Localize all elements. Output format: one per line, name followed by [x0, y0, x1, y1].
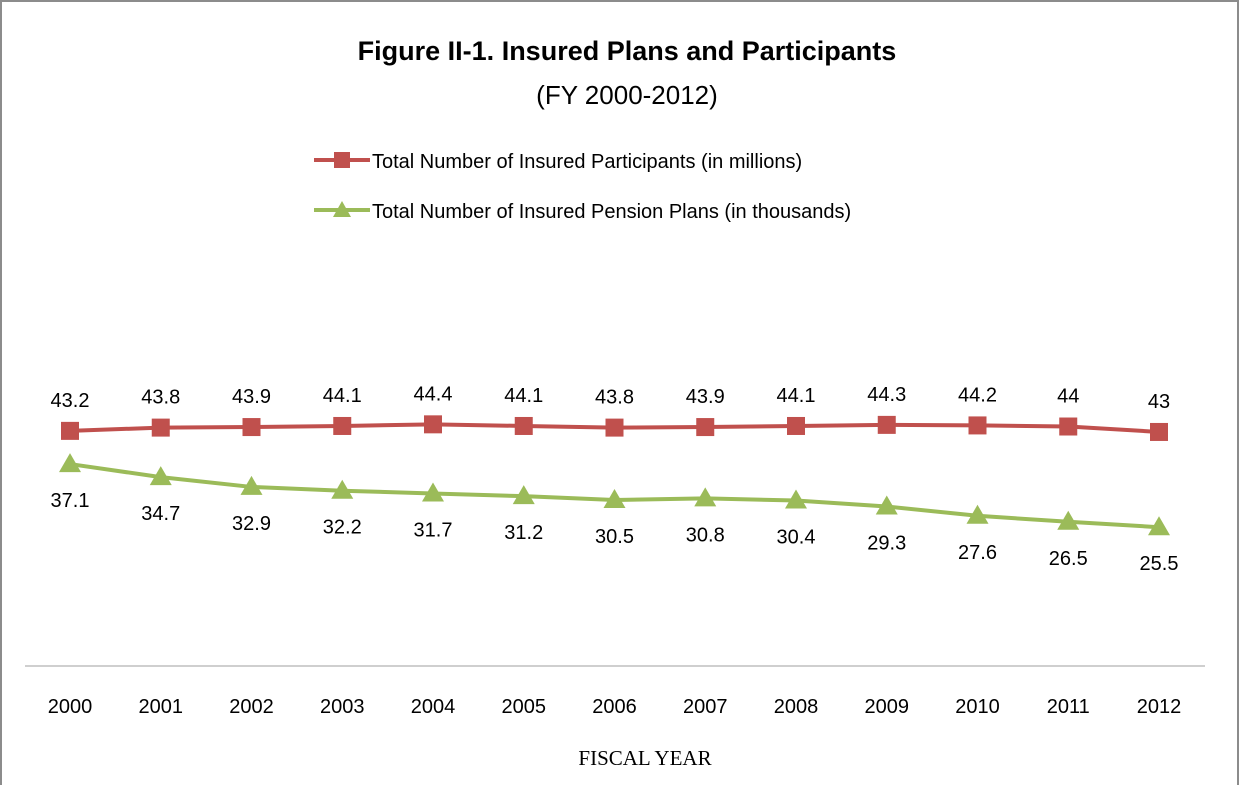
x-tick-label: 2007 [683, 696, 728, 718]
data-point-marker [966, 504, 989, 524]
x-tick-label: 2012 [1137, 696, 1182, 718]
data-point-marker [875, 495, 898, 515]
data-label: 32.9 [232, 513, 271, 535]
data-label: 29.3 [867, 533, 906, 555]
data-label: 43.9 [686, 386, 725, 408]
x-tick-label: 2001 [139, 696, 184, 718]
data-point-marker [785, 489, 807, 509]
data-label: 44.1 [323, 385, 362, 407]
legend-item-participants: Total Number of Insured Participants (in… [314, 151, 802, 173]
data-point-marker [877, 415, 896, 434]
data-point-marker [149, 466, 172, 486]
data-point-marker [968, 416, 987, 435]
legend-label-plans: Total Number of Insured Pension Plans (i… [372, 201, 851, 223]
series-0: 43.2 43.8 43.9 44.1 44.4 44.1 43.8 43.9 44.1 44.3… [51, 383, 1170, 441]
series-layer: 43.2 43.8 43.9 44.1 44.4 44.1 43.8 43.9 44.1 44.3… [51, 383, 1179, 575]
legend-item-plans: Total Number of Insured Pension Plans (i… [314, 201, 851, 223]
legend-marker-plans [333, 201, 351, 217]
data-point-marker [424, 415, 442, 434]
data-label: 44.1 [777, 385, 816, 407]
data-label: 43 [1148, 391, 1170, 413]
x-tick-label: 2005 [502, 696, 547, 718]
data-label: 44.3 [867, 384, 906, 406]
data-point-marker [333, 416, 352, 435]
data-point-marker [1148, 516, 1170, 536]
data-point-marker [605, 418, 624, 437]
data-point-marker [512, 485, 535, 505]
x-tick-label: 2010 [955, 696, 1000, 718]
data-point-marker [61, 421, 79, 440]
data-label: 30.5 [595, 526, 634, 548]
data-label: 30.4 [777, 527, 816, 549]
data-label: 44 [1057, 386, 1079, 408]
data-label: 26.5 [1049, 548, 1088, 570]
data-label: 44.4 [414, 383, 453, 405]
x-tick-label: 2008 [774, 696, 819, 718]
data-point-marker [151, 418, 170, 437]
data-label: 44.2 [958, 384, 997, 406]
x-tick-label: 2003 [320, 696, 365, 718]
x-tick-label: 2002 [229, 696, 274, 718]
data-label: 27.6 [958, 542, 997, 564]
data-label: 43.2 [51, 390, 90, 412]
data-point-marker [59, 453, 81, 473]
data-label: 37.1 [51, 490, 90, 512]
series-1: 37.1 34.7 32.9 32.2 31.7 31.2 30.5 30.8 30.4 29.3… [51, 453, 1179, 575]
data-label: 43.8 [595, 387, 634, 409]
x-tick-label: 2011 [1047, 696, 1090, 718]
data-point-marker [242, 418, 261, 437]
data-point-marker [514, 416, 533, 435]
data-label: 44.1 [504, 385, 543, 407]
x-tick-label: 2000 [48, 696, 93, 718]
data-label: 32.2 [323, 517, 362, 539]
data-label: 31.7 [414, 519, 453, 541]
chart-subtitle: (FY 2000-2012) [536, 80, 718, 110]
data-point-marker [694, 487, 717, 507]
data-label: 31.2 [504, 522, 543, 544]
data-point-marker [331, 479, 354, 499]
data-label: 43.9 [232, 386, 271, 408]
data-point-marker [603, 488, 626, 508]
x-axis-title: FISCAL YEAR [578, 746, 711, 770]
data-point-marker [787, 416, 805, 435]
x-tick-label: 2006 [592, 696, 637, 718]
x-tick-label: 2004 [411, 696, 456, 718]
data-label: 30.8 [686, 524, 725, 546]
data-point-marker [240, 475, 263, 495]
legend-marker-participants [334, 152, 350, 168]
x-tick-label: 2009 [865, 696, 910, 718]
chart-title: Figure II-1. Insured Plans and Participa… [358, 36, 897, 66]
data-label: 34.7 [141, 503, 180, 525]
data-label: 25.5 [1140, 553, 1179, 575]
legend: Total Number of Insured Participants (in… [314, 151, 851, 223]
data-label: 43.8 [141, 387, 180, 409]
data-point-marker [696, 418, 715, 437]
legend-label-participants: Total Number of Insured Participants (in… [372, 151, 802, 173]
data-point-marker [1150, 422, 1168, 441]
data-point-marker [422, 482, 444, 502]
data-point-marker [1059, 417, 1078, 436]
data-point-marker [1057, 510, 1080, 530]
x-tick-labels: 2000 2001 2002 2003 2004 2005 2006 2007 2008 2009… [48, 696, 1182, 718]
